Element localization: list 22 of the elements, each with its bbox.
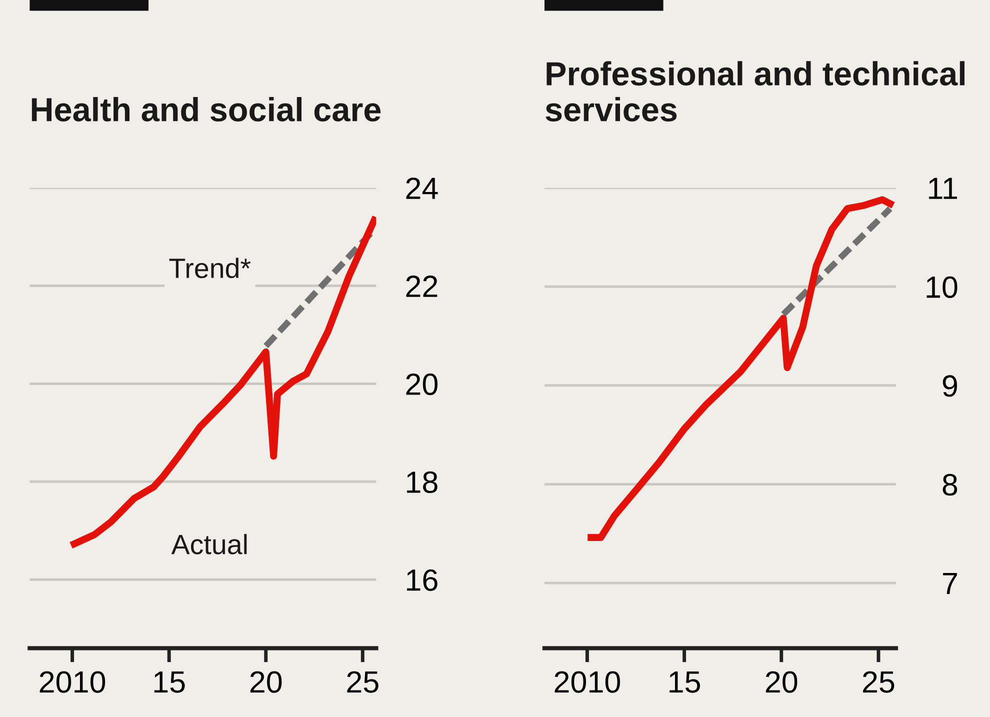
y-tick-label: 9 [942,375,958,397]
chart-title: Health and social care [32,97,381,122]
y-tick-label: 18 [407,471,438,494]
x-tick-label: 20 [250,671,282,693]
x-tick-label: 15 [670,672,700,693]
y-tick-label: 8 [942,474,958,496]
x-tick-label: 20 [766,671,798,693]
x-tick-label: 2010 [554,671,620,693]
annotation: Actual [171,534,247,554]
y-tick-label: 16 [407,569,438,591]
x-tick-label: 25 [347,671,378,693]
annotation: Trend* [169,258,251,278]
y-tick-label: 7 [943,573,957,594]
y-tick-label: 11 [929,178,957,199]
x-tick-label: 25 [863,671,894,693]
y-tick-label: 24 [406,178,438,199]
x-tick-label: 15 [154,672,185,693]
x-tick-label: 2010 [40,671,106,693]
y-tick-label: 22 [406,276,438,297]
y-tick-label: 10 [926,276,958,298]
chart-title: Professional and technical services [546,61,964,122]
y-tick-label: 20 [406,373,438,396]
